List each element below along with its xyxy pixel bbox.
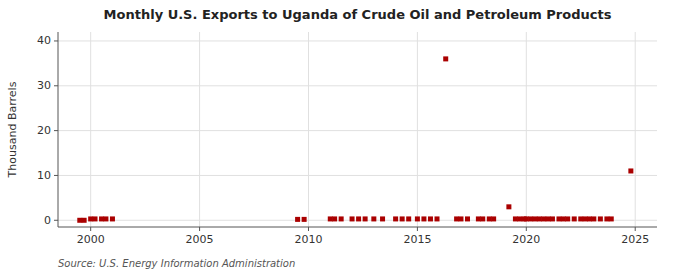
point [435,216,440,221]
point [406,216,411,221]
point [393,216,398,221]
point [572,216,577,221]
point [565,216,570,221]
y-grid-line [58,130,657,131]
point [546,216,551,221]
point [371,216,376,221]
points [77,56,633,222]
x-axis-line [58,227,657,228]
x-grid-line [308,32,309,227]
y-tick [54,85,58,86]
x-tick [90,227,91,231]
point [350,216,355,221]
y-axis-line [58,32,59,227]
y-grid-line [58,85,657,86]
x-grid-line [90,32,91,227]
point [421,216,426,221]
point [609,216,614,221]
x-tick [635,227,636,231]
point [476,216,481,221]
x-tick-label: 2005 [186,233,214,246]
point [587,216,592,221]
source-annotation: Source: U.S. Energy Information Administ… [58,258,295,269]
point [537,216,542,221]
point [556,216,561,221]
point [583,216,588,221]
point [550,216,555,221]
point [454,216,459,221]
point [598,216,603,221]
point [506,204,511,209]
point [356,216,361,221]
y-tick-label: 0 [44,214,51,227]
y-tick-label: 20 [37,124,51,137]
x-tick [417,227,418,231]
point [513,216,518,221]
x-grid-line [417,32,418,227]
x-tick-label: 2025 [621,233,649,246]
chart: 0 10 20 30 40 2000 2005 2010 2015 2020 2025 Monthly… [0,0,675,275]
point [428,216,433,221]
point [480,216,485,221]
point [528,216,533,221]
x-tick-label: 2000 [77,233,105,246]
y-tick [54,130,58,131]
axes: 0 10 20 30 40 2000 2005 2010 2015 2020 2025 [37,32,657,246]
y-tick [54,40,58,41]
point [103,216,108,221]
x-tick [199,227,200,231]
point [295,217,300,222]
chart-container: 0 10 20 30 40 2000 2005 2010 2015 2020 2025 Monthly… [0,0,675,275]
point [339,216,344,221]
point [380,216,385,221]
point [443,56,448,61]
point [465,216,470,221]
y-tick [54,175,58,176]
y-grid-line [58,175,657,176]
point [578,216,583,221]
y-grid-line [58,40,657,41]
x-tick [526,227,527,231]
point [458,216,463,221]
point [77,218,82,223]
point [82,218,87,223]
x-tick-label: 2020 [512,233,540,246]
point [491,216,496,221]
x-grid-line [199,32,200,227]
y-axis-label: Thousand Barrels [6,81,19,178]
point [628,168,633,173]
point [110,216,115,221]
grid [58,32,657,227]
point [561,216,566,221]
point [541,216,546,221]
point [302,217,307,222]
y-tick-label: 40 [37,34,51,47]
point [99,216,104,221]
y-tick-label: 10 [37,169,51,182]
point [363,216,368,221]
point [332,216,337,221]
point [328,216,333,221]
point [88,216,93,221]
y-tick-label: 30 [37,79,51,92]
y-tick [54,220,58,221]
x-tick-label: 2015 [403,233,431,246]
point [400,216,405,221]
point [524,216,529,221]
point [533,216,538,221]
title: Monthly U.S. Exports to Uganda of Crude … [104,7,612,22]
point [591,216,596,221]
x-tick [308,227,309,231]
point [415,216,420,221]
point [604,216,609,221]
x-grid-line [526,32,527,227]
x-tick-label: 2010 [294,233,322,246]
point [487,216,492,221]
x-grid-line [635,32,636,227]
point [93,216,98,221]
point [517,216,522,221]
